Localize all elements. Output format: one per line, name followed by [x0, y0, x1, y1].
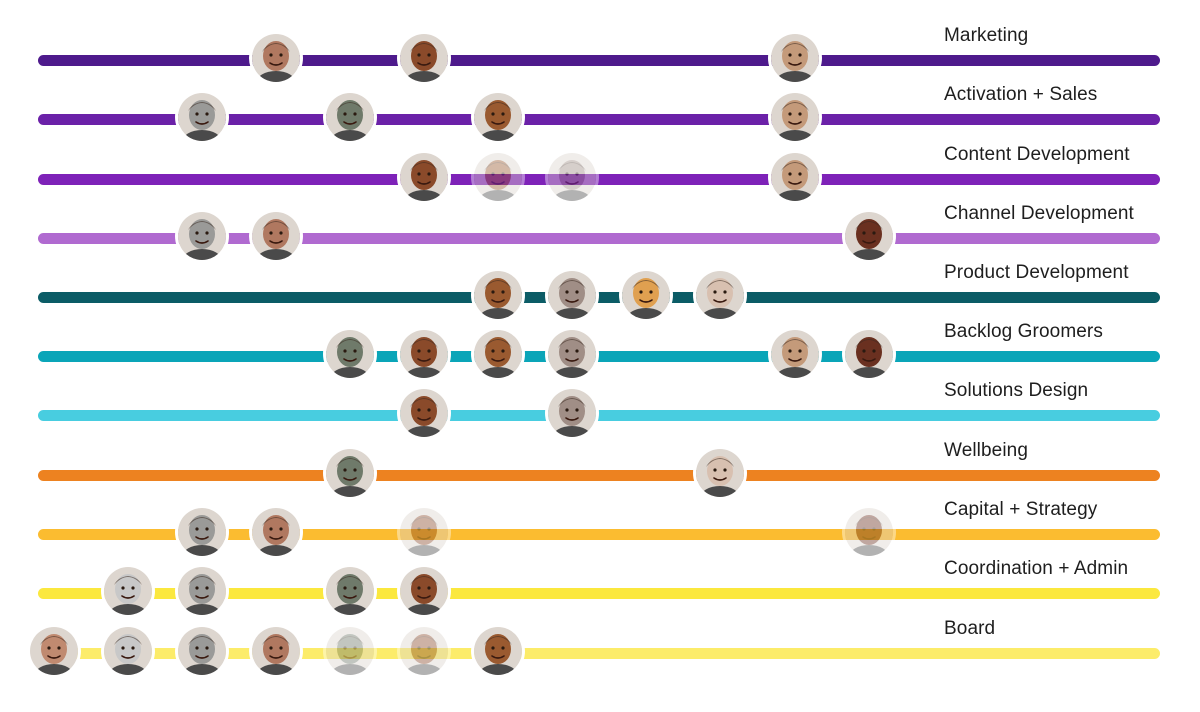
- member-avatar: [249, 505, 303, 559]
- lane-line: [38, 55, 1160, 66]
- member-avatar: [175, 90, 229, 144]
- member-avatar: [693, 268, 747, 322]
- member-avatar: [842, 505, 896, 559]
- lane-label: Marketing: [944, 25, 1029, 46]
- lane-line: [38, 351, 1160, 362]
- lane-label: Content Development: [944, 144, 1130, 165]
- member-avatar: [175, 209, 229, 263]
- lane-label: Activation + Sales: [944, 84, 1098, 105]
- member-avatar: [323, 624, 377, 678]
- member-avatar: [27, 624, 81, 678]
- member-avatar: [545, 150, 599, 204]
- member-avatar: [768, 90, 822, 144]
- lane-label: Coordination + Admin: [944, 558, 1129, 579]
- member-avatar: [471, 624, 525, 678]
- lane-line: [38, 410, 1160, 421]
- member-avatar: [397, 327, 451, 381]
- member-avatar: [842, 209, 896, 263]
- member-avatar: [323, 446, 377, 500]
- member-avatar: [545, 386, 599, 440]
- member-avatar: [693, 446, 747, 500]
- lane-line: [38, 174, 1160, 185]
- member-avatar: [101, 624, 155, 678]
- member-avatar: [397, 31, 451, 85]
- member-avatar: [619, 268, 673, 322]
- member-avatar: [768, 31, 822, 85]
- member-avatar: [397, 386, 451, 440]
- member-avatar: [249, 209, 303, 263]
- lane-label: Board: [944, 618, 996, 639]
- lane-line: [38, 648, 1160, 659]
- member-avatar: [397, 564, 451, 618]
- lane-label: Wellbeing: [944, 440, 1028, 461]
- member-avatar: [545, 268, 599, 322]
- member-avatar: [323, 90, 377, 144]
- member-avatar: [175, 624, 229, 678]
- lane-line: [38, 470, 1160, 481]
- member-avatar: [397, 150, 451, 204]
- member-avatar: [175, 564, 229, 618]
- lane-label: Channel Development: [944, 203, 1134, 224]
- member-avatar: [175, 505, 229, 559]
- member-avatar: [471, 268, 525, 322]
- lane-label: Capital + Strategy: [944, 499, 1098, 520]
- lane-label: Backlog Groomers: [944, 321, 1103, 342]
- lane-line: [38, 233, 1160, 244]
- member-avatar: [323, 327, 377, 381]
- member-avatar: [249, 624, 303, 678]
- member-avatar: [545, 327, 599, 381]
- member-avatar: [768, 150, 822, 204]
- member-avatar: [842, 327, 896, 381]
- lane-line: [38, 114, 1160, 125]
- lane-label: Solutions Design: [944, 380, 1089, 401]
- member-avatar: [471, 90, 525, 144]
- member-avatar: [471, 150, 525, 204]
- lane-label: Product Development: [944, 262, 1129, 283]
- member-avatar: [101, 564, 155, 618]
- lane-line: [38, 292, 1160, 303]
- member-avatar: [323, 564, 377, 618]
- lane-line: [38, 588, 1160, 599]
- member-avatar: [249, 31, 303, 85]
- member-avatar: [397, 624, 451, 678]
- member-avatar: [471, 327, 525, 381]
- member-avatar: [397, 505, 451, 559]
- member-avatar: [768, 327, 822, 381]
- lane-line: [38, 529, 1160, 540]
